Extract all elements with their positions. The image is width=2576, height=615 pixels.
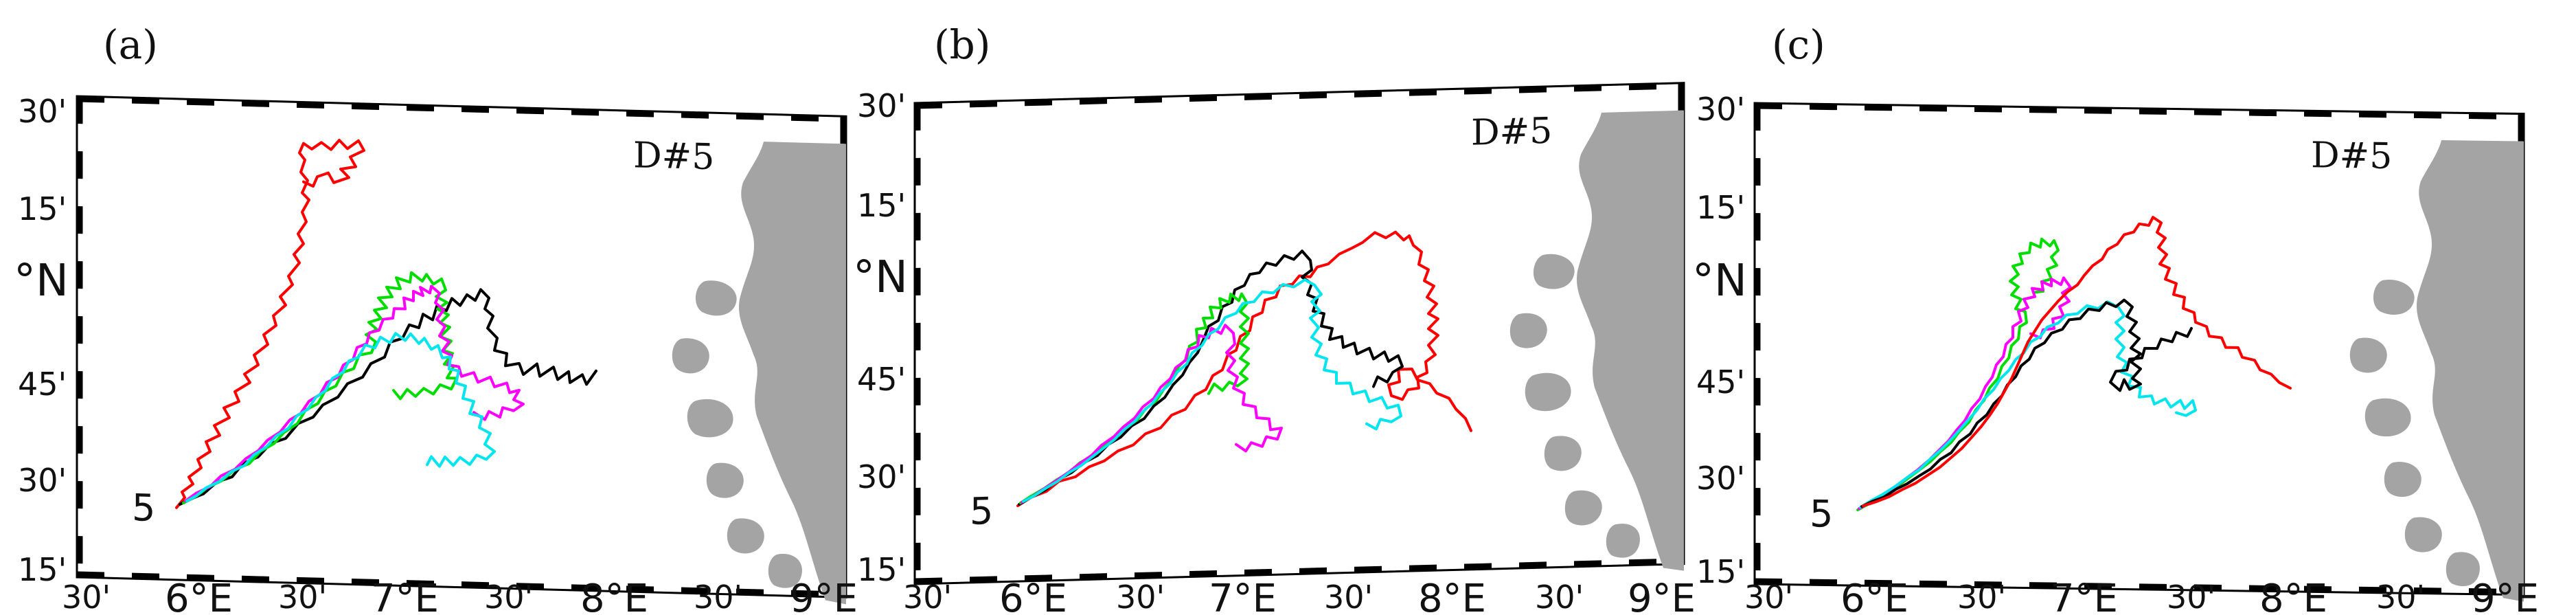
lon-tick: 30': [1535, 579, 1584, 615]
drift-track-cyan: [185, 332, 496, 503]
panel-a: (a) D#5 5 30' 15' °N 45' 30' 15' 30' 6°E…: [14, 21, 858, 615]
lon-tick: 9°E: [790, 577, 858, 615]
drift-track-black: [1018, 249, 1404, 506]
map-frame: D#5 5: [1755, 103, 2524, 602]
start-label: 5: [1810, 492, 1833, 535]
drift-track-red: [1862, 216, 2292, 508]
lon-tick: 6°E: [165, 577, 233, 615]
lat-axis-labels: 30' 15' °N 45' 30' 15': [1692, 91, 1747, 590]
panel-letter: (c): [1772, 21, 1825, 68]
lon-tick: 30': [484, 579, 533, 615]
drift-track-cyan: [1859, 300, 2197, 509]
drifter-label: D#5: [2311, 135, 2392, 177]
lon-tick: 6°E: [999, 577, 1067, 615]
panel-b: (b) D#5 5 30' 15' °N 45' 30' 15' 30' 6°E…: [853, 21, 1696, 615]
start-label: 5: [132, 486, 155, 530]
lat-tick: 30': [857, 458, 906, 495]
lat-tick: 15': [18, 551, 67, 588]
lon-tick: 9°E: [1628, 577, 1696, 615]
lon-tick: 8°E: [580, 577, 648, 615]
lon-tick: 6°E: [1840, 577, 1908, 615]
lon-tick: 30': [1744, 579, 1793, 615]
drift-track-black: [1860, 298, 2193, 508]
lat-tick: 15': [857, 551, 906, 588]
lon-tick: 30': [903, 579, 952, 615]
lat-tick: 30': [1696, 91, 1745, 128]
lon-axis-labels: 30' 6°E 30' 7°E 30' 8°E 30' 9°E: [62, 577, 858, 615]
lat-tick: 15': [857, 187, 906, 224]
panel-letter: (b): [934, 21, 990, 68]
lon-tick: 9°E: [2471, 577, 2539, 615]
panel-c: (c) D#5 5 30' 15' °N 45' 30' 15' 30' 6°E…: [1692, 21, 2539, 615]
drift-track-cyan: [1022, 278, 1402, 503]
lat-tick: 30': [857, 87, 906, 124]
lon-tick: 30': [1116, 579, 1165, 615]
lon-tick: 30': [278, 579, 327, 615]
lat-tick: °N: [853, 252, 908, 303]
lon-tick: 7°E: [371, 577, 439, 615]
panel-letter: (a): [103, 21, 158, 68]
lat-axis-labels: 30' 15' °N 45' 30' 15': [853, 87, 908, 588]
lon-tick: 7°E: [2050, 577, 2118, 615]
start-label: 5: [970, 489, 993, 533]
map-frame: D#5 5: [915, 83, 1684, 591]
lon-tick: 8°E: [2259, 577, 2327, 615]
drift-track-black: [179, 288, 597, 506]
lon-tick: 30': [62, 579, 111, 615]
drifter-label: D#5: [633, 135, 714, 178]
lat-tick: °N: [1692, 256, 1747, 306]
lat-tick: 45': [857, 361, 906, 398]
lon-tick: 30': [1324, 579, 1373, 615]
lat-tick: 30': [1696, 460, 1745, 497]
lat-tick: 15': [18, 190, 67, 227]
lat-tick: 15': [1696, 189, 1745, 226]
lon-tick: 8°E: [1418, 577, 1486, 615]
lat-axis-labels: 30' 15' °N 45' 30' 15': [14, 93, 69, 588]
lat-tick: 15': [1696, 553, 1745, 590]
drift-track-red: [175, 139, 365, 509]
lon-tick: 30': [2376, 579, 2425, 615]
map-frame: D#5 5: [77, 96, 846, 605]
lat-tick: 30': [18, 93, 67, 130]
lat-tick: °N: [14, 256, 69, 306]
lon-tick: 30': [694, 579, 742, 615]
lon-tick: 30': [2167, 579, 2215, 615]
drift-track-red: [1016, 230, 1472, 508]
lon-tick: 30': [1957, 579, 2006, 615]
drifter-label: D#5: [1471, 111, 1552, 154]
lon-axis-labels: 30' 6°E 30' 7°E 30' 8°E 30' 9°E: [903, 577, 1696, 615]
lat-tick: 30': [18, 462, 67, 499]
lat-tick: 45': [18, 366, 67, 403]
lat-tick: 45': [1696, 364, 1745, 401]
lon-tick: 7°E: [1209, 577, 1277, 615]
lon-axis-labels: 30' 6°E 30' 7°E 30' 8°E 30' 9°E: [1744, 577, 2539, 615]
